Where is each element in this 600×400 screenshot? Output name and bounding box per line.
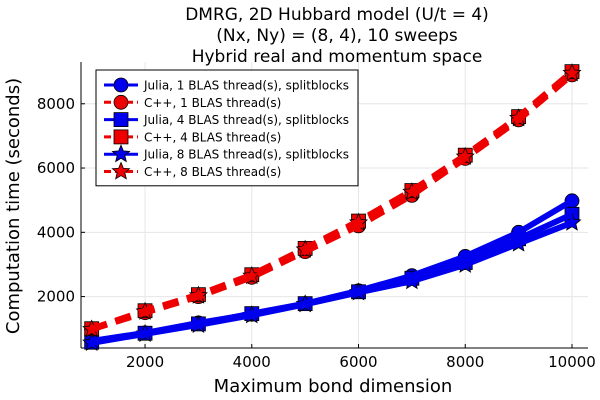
x-tick-label: 8000: [446, 353, 484, 371]
axes: 2000 4000 6000 8000 10000 2000 4000 6000 8000: [37, 62, 596, 371]
legend-marker-3: [113, 112, 129, 127]
legend-marker-1: [113, 77, 129, 93]
legend-label-6: C++, 8 BLAS thread(s): [144, 165, 281, 179]
x-tick-label: 10000: [548, 353, 596, 371]
series-layer: [82, 63, 582, 351]
x-tick-label: 4000: [233, 353, 271, 371]
y-tick-label: 8000: [37, 95, 75, 113]
legend: Julia, 1 BLAS thread(s), splitblocks C++,…: [95, 69, 359, 187]
legend-label-3: Julia, 4 BLAS thread(s), splitblocks: [143, 113, 349, 127]
title-line-1: DMRG, 2D Hubbard model (U/t = 4): [185, 5, 489, 25]
legend-marker-6: [111, 161, 131, 180]
legend-label-2: C++, 1 BLAS thread(s): [144, 96, 281, 110]
series-6-point: [562, 63, 582, 82]
series-line-6: [90, 70, 574, 333]
y-tick-label: 2000: [37, 288, 75, 306]
chart-title: DMRG, 2D Hubbard model (U/t = 4) (Nx, Ny…: [185, 5, 489, 67]
x-axis-title: Maximum bond dimension: [214, 376, 453, 397]
legend-label-5: Julia, 8 BLAS thread(s), splitblocks: [143, 148, 349, 162]
legend-marker-5: [111, 144, 131, 163]
x-tick-label: 2000: [126, 353, 164, 371]
y-tick-label: 4000: [37, 223, 75, 241]
legend-marker-4: [113, 129, 129, 145]
y-axis-title: Computation time (seconds): [3, 78, 24, 334]
y-tick-label: 6000: [37, 159, 75, 177]
title-line-2: (Nx, Ny) = (8, 4), 10 sweeps: [216, 26, 458, 46]
legend-label-1: Julia, 1 BLAS thread(s), splitblocks: [143, 79, 349, 93]
series-line-1: [91, 198, 574, 344]
x-tick-label: 6000: [339, 353, 377, 371]
legend-label-4: C++, 4 BLAS thread(s): [144, 130, 281, 144]
legend-box: [95, 69, 359, 187]
title-line-3: Hybrid real and momentum space: [192, 47, 483, 67]
series-line-5: [91, 219, 574, 346]
legend-marker-2: [113, 94, 129, 110]
